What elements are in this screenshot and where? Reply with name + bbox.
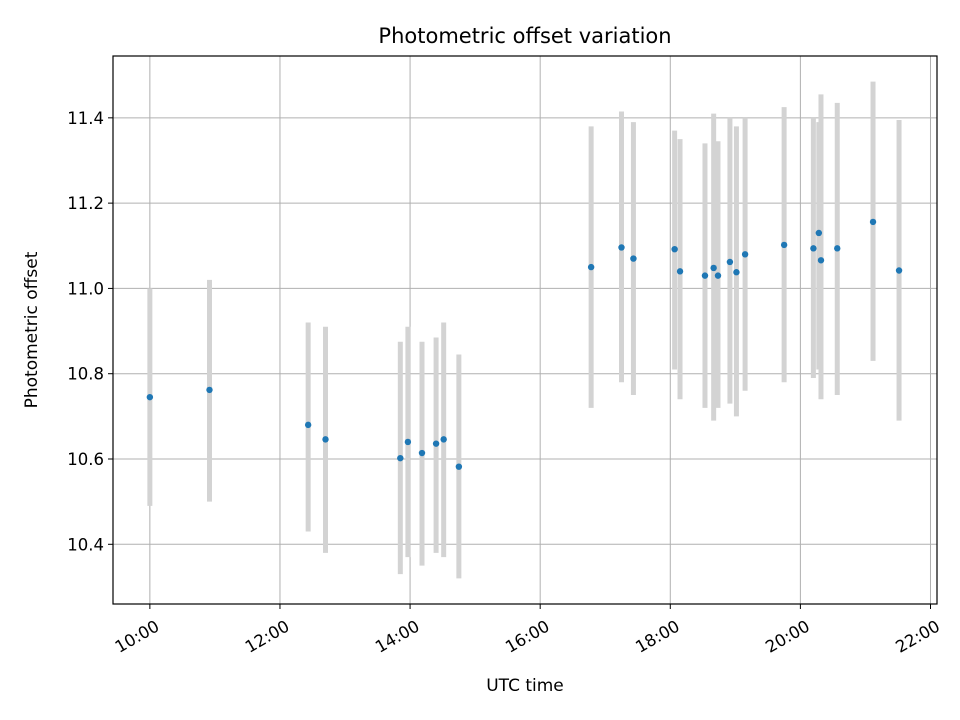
y-tick-label: 10.4 — [67, 535, 104, 554]
data-point — [710, 264, 717, 272]
data-point — [733, 269, 740, 276]
y-tick-label: 11.0 — [67, 279, 104, 298]
data-point — [714, 272, 722, 279]
y-tick-label: 10.6 — [67, 450, 104, 469]
data-point — [671, 245, 678, 253]
plot-frame — [112, 55, 938, 605]
grid — [113, 56, 937, 604]
data-point — [834, 245, 841, 252]
data-point — [780, 241, 788, 249]
data-points — [146, 218, 903, 470]
y-tick-label: 11.2 — [67, 194, 104, 213]
data-point — [397, 454, 404, 462]
data-point — [418, 449, 426, 457]
data-point — [869, 218, 877, 226]
data-point — [322, 436, 329, 443]
data-point — [817, 257, 825, 264]
data-point — [304, 421, 312, 429]
data-point — [587, 263, 595, 271]
y-tick-label: 10.8 — [67, 365, 104, 384]
data-point — [432, 440, 440, 447]
data-point — [630, 255, 637, 262]
data-point — [206, 386, 213, 394]
data-point — [701, 272, 709, 279]
y-axis-ticks: 10.4 10.6 10.8 11.0 11.2 11.4 — [67, 109, 113, 554]
x-axis-label: UTC time — [486, 676, 564, 696]
data-point — [810, 245, 817, 252]
data-point — [618, 244, 625, 251]
y-axis-label: Photometric offset — [22, 251, 42, 408]
data-point — [146, 393, 154, 401]
data-point — [815, 229, 823, 237]
data-point — [676, 268, 684, 275]
data-point — [895, 267, 903, 274]
data-point — [741, 251, 749, 258]
data-point — [726, 258, 734, 266]
y-tick-label: 11.4 — [67, 109, 104, 128]
data-point — [440, 436, 447, 443]
data-point — [404, 438, 412, 446]
data-point — [455, 463, 463, 470]
chart-title: Photometric offset variation — [378, 24, 671, 48]
